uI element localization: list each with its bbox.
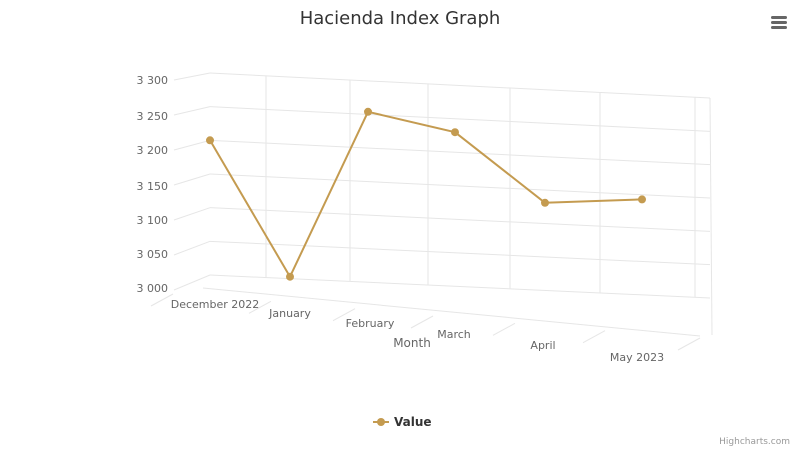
data-point [451, 128, 459, 137]
floor-gridline [248, 300, 272, 314]
credits[interactable]: Highcharts.com [719, 437, 790, 447]
y-tick-label: 3 100 [137, 214, 169, 227]
y-gridline [209, 274, 711, 299]
floor-gridline [332, 308, 356, 322]
y-gridline [209, 106, 711, 132]
series-layer [206, 107, 646, 281]
x-tick-label: April [530, 339, 555, 352]
legend[interactable]: Value [373, 415, 432, 429]
grid [150, 72, 713, 351]
x-tick-label: May 2023 [610, 351, 664, 364]
legend-marker [377, 418, 385, 426]
y-gridline [209, 240, 711, 266]
data-point [364, 107, 372, 116]
menu-bar [771, 16, 787, 19]
y-tick-label: 3 250 [137, 110, 169, 123]
y-gridline [209, 173, 711, 199]
floor-gridline [492, 322, 516, 336]
side-gridline [173, 240, 211, 256]
legend-label[interactable]: Value [394, 415, 432, 429]
side-gridline [173, 173, 211, 186]
side-gridline [173, 274, 211, 291]
floor-gridline [582, 330, 606, 344]
x-tick-label: December 2022 [171, 298, 260, 311]
hamburger-menu-icon[interactable] [764, 8, 794, 36]
data-point [638, 195, 646, 204]
y-gridline [209, 207, 711, 232]
floor-gridline [410, 315, 434, 329]
y-gridline [209, 72, 711, 99]
y-tick-label: 3 150 [137, 180, 169, 193]
side-gridline [173, 106, 211, 116]
data-point [286, 272, 294, 281]
floor-gridline [677, 337, 701, 351]
side-gridline [173, 139, 211, 151]
x-axis-title: Month [393, 336, 431, 350]
series-line [209, 110, 643, 278]
side-gridline [173, 72, 211, 81]
menu-bar [771, 21, 787, 24]
y-axis-labels: 3 000 3 050 3 100 3 150 3 200 3 250 3 300 [137, 74, 169, 295]
floor-gridline [150, 293, 174, 307]
chart-title: Hacienda Index Graph [300, 8, 501, 29]
menu-bar [771, 26, 787, 29]
data-point [541, 198, 549, 207]
y-gridline [209, 139, 711, 166]
y-tick-label: 3 200 [137, 144, 169, 157]
y-tick-label: 3 050 [137, 248, 169, 261]
y-tick-label: 3 000 [137, 282, 169, 295]
x-tick-label: January [268, 307, 311, 320]
x-axis-labels: December 2022 January February March April Ma… [171, 298, 664, 364]
x-tick-label: February [346, 317, 395, 330]
y-tick-label: 3 300 [137, 74, 169, 87]
right-edge-line [709, 97, 713, 336]
data-point [206, 136, 214, 145]
side-gridline [173, 207, 211, 221]
floor-edge-line [202, 287, 701, 337]
x-tick-label: March [437, 328, 471, 341]
